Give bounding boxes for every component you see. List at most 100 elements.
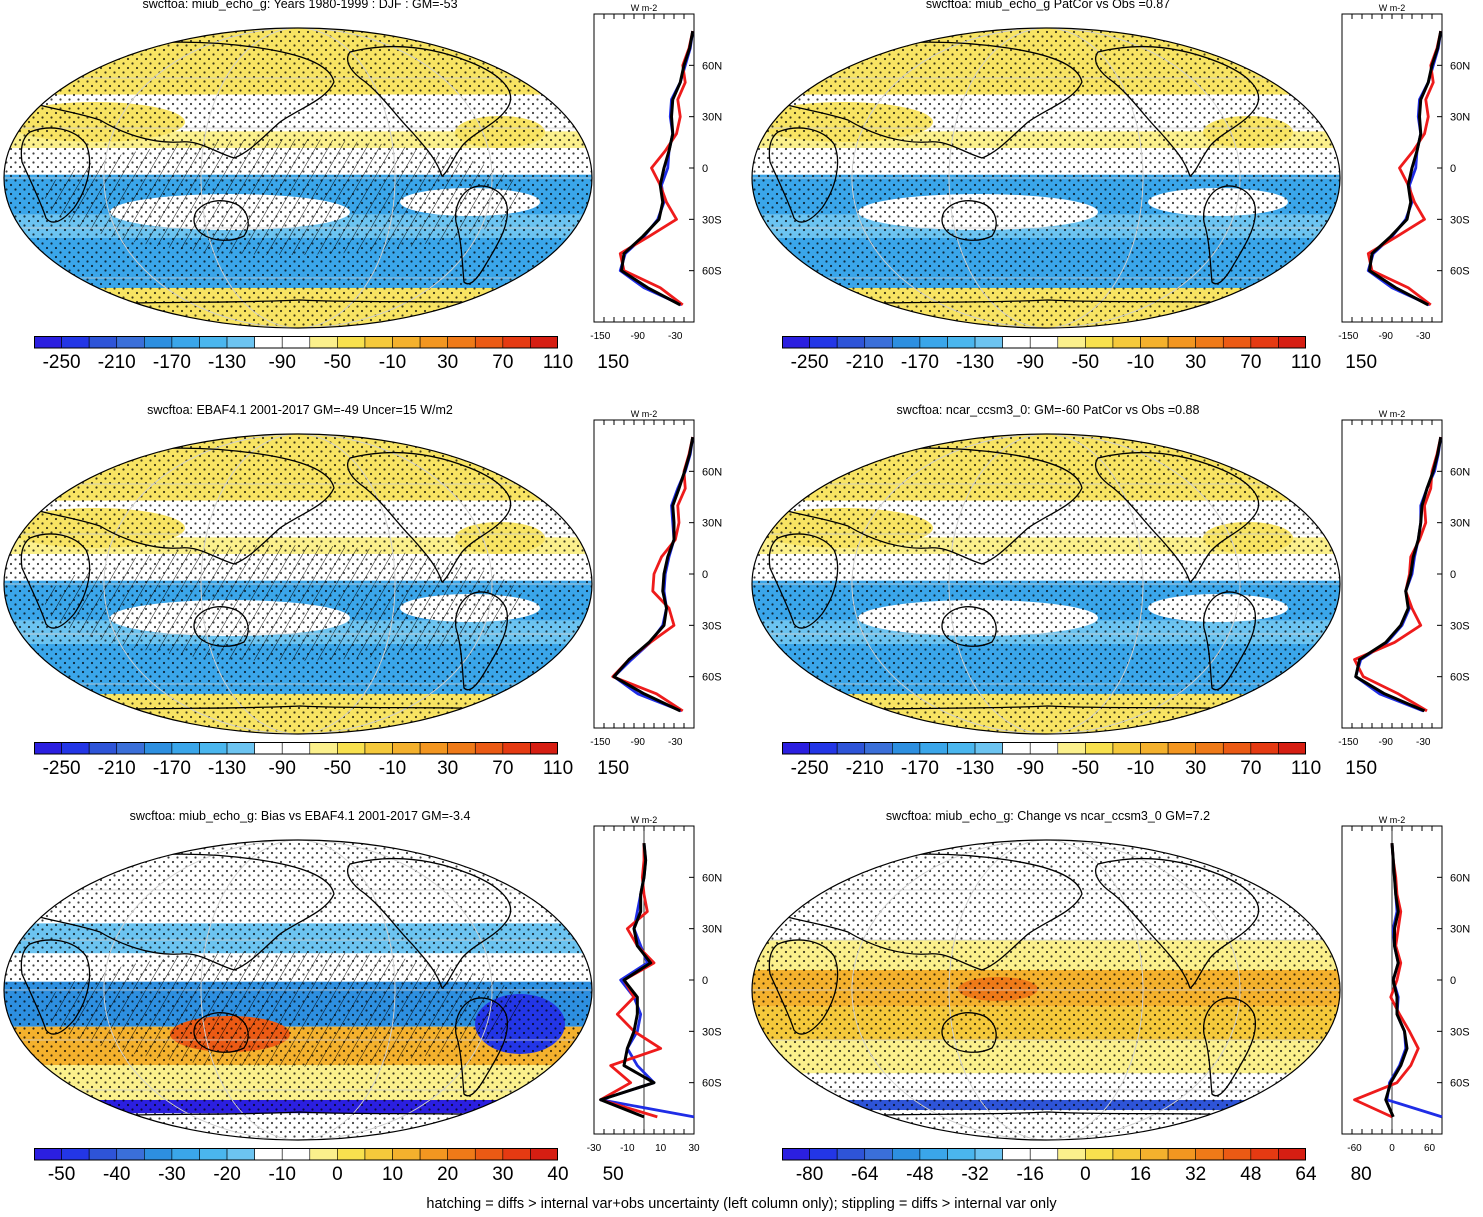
colorbar-swatch (1195, 336, 1224, 349)
colorbar-label: 20 (437, 1164, 459, 1185)
panel-3: swcftoa: EBAF4.1 2001-2017 GM=-49 Uncer=… (0, 403, 740, 811)
colorbar-swatch (1112, 336, 1141, 349)
meridian (103, 28, 493, 328)
colorbar-swatch (281, 742, 311, 755)
x-tick-label: -150 (1338, 331, 1358, 342)
colorbar-label: -90 (1016, 352, 1044, 373)
map-field (4, 434, 592, 734)
colorbar-swatch (309, 336, 338, 349)
colorbar-swatch (502, 742, 531, 755)
colorbar-swatch (1195, 742, 1224, 755)
map-border (751, 27, 1341, 329)
colorbar-swatch (144, 1148, 173, 1161)
colorbar-swatch (836, 1148, 866, 1161)
series-red-line (599, 843, 663, 1119)
map-border (751, 433, 1341, 735)
colorbar-label: 30 (437, 758, 459, 779)
colorbar-swatch (782, 336, 810, 349)
colorbar-swatch (34, 336, 62, 349)
colorbar-swatch (919, 336, 948, 349)
colorbar-swatch (226, 1148, 255, 1161)
colorbar-swatch (809, 336, 838, 349)
zonal-frame (1341, 13, 1443, 323)
colorbar-label: -50 (323, 758, 352, 779)
colorbar-swatch (337, 742, 366, 755)
units-label: W m-2 (1379, 815, 1406, 825)
australia-outline (941, 200, 997, 241)
colorbar-swatch (892, 1148, 921, 1161)
south-america-outline (1202, 997, 1256, 1097)
colorbar-swatch (1167, 336, 1196, 349)
map-field (752, 840, 1340, 1140)
y-tick-label: 30N (1450, 518, 1470, 530)
colorbar-label: 64 (1295, 1164, 1317, 1185)
colorbar-swatch (974, 1148, 1003, 1161)
zonal-mean-plot: -150 -90 -30 W m-2 60N 30N 0 30S 60S (1338, 3, 1470, 342)
colorbar-swatch (974, 742, 1003, 755)
colorbar-swatch (171, 742, 200, 755)
series-black-line (612, 436, 695, 713)
graticule (4, 28, 592, 328)
colorbar-label: -210 (845, 352, 884, 373)
panel-title: swcftoa: miub_echo_g: Bias vs EBAF4.1 20… (129, 809, 471, 823)
x-tick-label: -30 (1416, 737, 1431, 748)
zonal-frame (593, 13, 695, 323)
colorbar-swatch (919, 742, 948, 755)
colorbar-label: -64 (851, 1164, 879, 1185)
x-tick-label: -90 (631, 737, 646, 748)
colorbar-labels: -80 -64 -48 -32 -16 0 16 32 48 64 80 (782, 1164, 1372, 1190)
colorbar-swatch (919, 1148, 948, 1161)
stippling (752, 840, 1340, 1140)
colorbar-swatch (1140, 1148, 1169, 1161)
y-tick-label: 60N (1450, 466, 1470, 478)
colorbar-label: 150 (1345, 352, 1378, 373)
colorbar (34, 1148, 558, 1161)
colorbar-swatch (419, 1148, 448, 1161)
map-field (752, 28, 1340, 328)
south-america-outline (1202, 185, 1256, 285)
colorbar-swatch (474, 742, 504, 755)
colorbar-swatch (309, 742, 338, 755)
zonal-mean-plot: -60 0 60 W m-2 60N 30N 0 30S 60S (1341, 815, 1470, 1154)
meridian (948, 28, 1144, 328)
colorbar-swatch (88, 336, 118, 349)
africa-outline (768, 533, 839, 629)
hatching (45, 951, 525, 1067)
colorbar-swatch (61, 742, 90, 755)
africa-outline (20, 939, 91, 1035)
colorbar-label: -50 (1071, 352, 1100, 373)
north-america-outline (346, 857, 512, 989)
colorbar-swatch (1195, 1148, 1224, 1161)
colorbar-swatch (974, 336, 1003, 349)
colorbar-label: 16 (1129, 1164, 1152, 1185)
colorbar-label: -250 (790, 758, 829, 779)
y-tick-label: 60N (702, 466, 722, 478)
series-red-line (618, 30, 695, 307)
meridian (851, 434, 1241, 734)
x-tick-label: -150 (1338, 737, 1358, 748)
colorbar-swatch (281, 1148, 311, 1161)
australia-outline (193, 1012, 249, 1053)
zonal-mean-plot: -150 -90 -30 W m-2 60N 30N 0 30S 60S (590, 409, 722, 748)
colorbar-label: -10 (378, 352, 407, 373)
colorbar-label: -170 (152, 758, 191, 779)
colorbar-swatch (34, 742, 62, 755)
colorbar-swatch (864, 742, 893, 755)
units-label: W m-2 (631, 409, 658, 419)
colorbar-swatch (1085, 1148, 1114, 1161)
colorbar-swatch (809, 742, 838, 755)
meridian (200, 28, 396, 328)
y-tick-label: 0 (1450, 975, 1456, 987)
colorbar-swatch (1029, 742, 1059, 755)
graticule (752, 28, 1340, 328)
colorbar-label: -90 (1016, 758, 1044, 779)
colorbar-label: -50 (323, 352, 352, 373)
colorbar-swatch (836, 742, 866, 755)
colorbar (34, 742, 558, 755)
colorbar-swatch (809, 1148, 838, 1161)
x-tick-label: -30 (668, 737, 683, 748)
colorbar-swatch (364, 742, 393, 755)
panel-6: swcftoa: miub_echo_g: Change vs ncar_ccs… (748, 809, 1483, 1217)
eurasia-outline (19, 447, 335, 565)
colorbar-swatch (34, 1148, 62, 1161)
